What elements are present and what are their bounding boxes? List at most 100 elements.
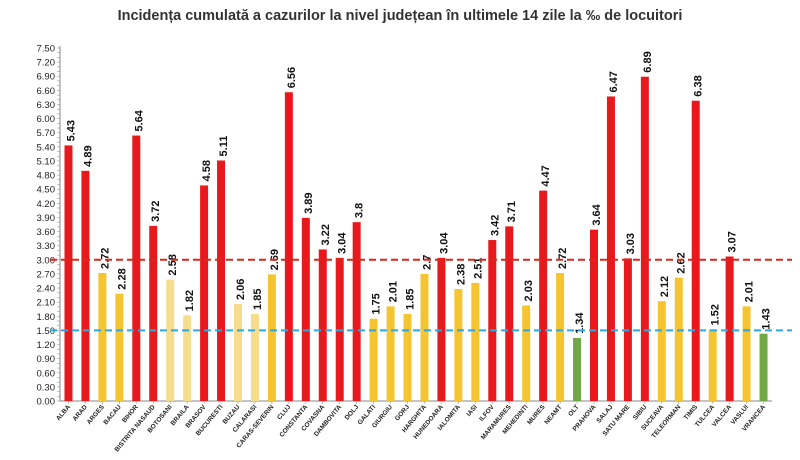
data-label: 3.03 (625, 233, 637, 254)
bar (420, 273, 429, 401)
bar (725, 256, 734, 401)
y-tick-label: 6.00 (37, 114, 56, 125)
y-tick-label: 0.30 (37, 382, 56, 393)
y-tick-label: 3.90 (37, 213, 56, 224)
bar (539, 190, 548, 401)
bar (606, 96, 615, 401)
bar (674, 277, 683, 401)
data-label: 3.8 (354, 203, 366, 218)
y-tick-label: 2.70 (37, 269, 56, 280)
bar (132, 135, 141, 401)
data-label: 6.38 (693, 75, 705, 96)
data-label: 3.07 (727, 231, 739, 252)
bar (217, 160, 226, 401)
y-tick-label: 4.20 (37, 199, 56, 210)
bar (301, 217, 310, 401)
data-label: 3.22 (320, 224, 332, 245)
y-tick-label: 3.00 (37, 255, 56, 266)
data-label: 2.03 (523, 280, 535, 301)
data-label: 6.56 (286, 67, 298, 88)
bar (403, 313, 412, 401)
y-tick-label: 1.20 (37, 340, 56, 351)
bar (166, 279, 175, 401)
bar (98, 272, 107, 401)
data-label: 5.43 (65, 120, 77, 141)
data-label: 2.62 (676, 252, 688, 273)
bar (657, 301, 666, 401)
data-label: 3.04 (337, 232, 349, 254)
data-label: 2.7 (421, 255, 433, 270)
data-label: 1.82 (184, 290, 196, 311)
y-tick-label: 5.10 (37, 156, 56, 167)
y-tick-label: 0.00 (37, 397, 56, 408)
data-label: 6.89 (642, 51, 654, 72)
y-tick-label: 6.90 (37, 72, 56, 83)
y-tick-label: 7.50 (37, 44, 56, 55)
bar (708, 329, 717, 401)
bar (183, 315, 192, 401)
x-tick-label: IASI (465, 404, 479, 418)
bar (250, 313, 259, 401)
data-label: 5.64 (133, 109, 145, 131)
x-tick-label: NEAMT (543, 404, 563, 426)
data-label: 2.01 (744, 281, 756, 302)
y-tick-label: 1.50 (37, 326, 56, 337)
data-label: 2.58 (167, 254, 179, 275)
data-label: 3.04 (438, 232, 450, 254)
bar (81, 170, 90, 401)
y-tick-label: 2.10 (37, 298, 56, 309)
data-label: 1.85 (252, 289, 264, 310)
data-label: 3.64 (591, 203, 603, 225)
x-tick-label: CLUJ (276, 403, 293, 421)
data-label: 6.47 (608, 71, 620, 92)
bar (284, 92, 293, 401)
data-label: 4.58 (201, 160, 213, 181)
bar (640, 76, 649, 401)
y-tick-label: 4.80 (37, 171, 56, 182)
data-label: 2.01 (388, 281, 400, 302)
y-tick-label: 0.90 (37, 354, 56, 365)
y-tick-label: 7.20 (37, 58, 56, 69)
data-label: 1.34 (574, 312, 586, 334)
bar (234, 304, 242, 401)
y-tick-label: 6.30 (37, 100, 56, 111)
data-label: 2.72 (557, 248, 569, 269)
bar (759, 333, 768, 401)
x-tick-label: ALBA (55, 404, 72, 423)
x-tick-label: BACAU (102, 404, 123, 427)
y-tick-label: 2.40 (37, 284, 56, 295)
y-tick-label: 3.30 (37, 241, 56, 252)
bar (267, 274, 276, 401)
bar (200, 185, 209, 401)
data-label: 1.43 (761, 308, 773, 329)
bar (556, 272, 565, 401)
bar (318, 249, 327, 401)
data-label: 4.89 (82, 145, 94, 166)
chart-title: Incidența cumulată a cazurilor la nivel … (117, 8, 683, 24)
bar (352, 222, 361, 401)
y-tick-label: 1.80 (37, 312, 56, 323)
data-label: 2.72 (99, 248, 111, 269)
data-label: 3.72 (150, 200, 162, 221)
data-label: 2.06 (235, 279, 247, 300)
bar (522, 305, 531, 401)
y-tick-label: 3.60 (37, 227, 56, 238)
bar (386, 306, 395, 401)
y-tick-label: 5.70 (37, 128, 56, 139)
bar (454, 288, 463, 401)
x-tick-label: OLT (567, 404, 580, 418)
y-tick-label: 5.40 (37, 142, 56, 153)
y-tick-label: 6.60 (37, 86, 56, 97)
bar (742, 306, 751, 401)
bar (590, 229, 598, 401)
data-label: 2.38 (455, 264, 467, 285)
data-label: 3.42 (489, 215, 501, 236)
y-tick-label: 4.50 (37, 185, 56, 196)
bar (369, 318, 378, 401)
data-label: 2.28 (116, 268, 128, 289)
data-label: 1.75 (371, 293, 383, 314)
bar (488, 240, 497, 401)
data-label: 2.12 (659, 276, 671, 297)
data-label: 1.52 (710, 304, 722, 325)
